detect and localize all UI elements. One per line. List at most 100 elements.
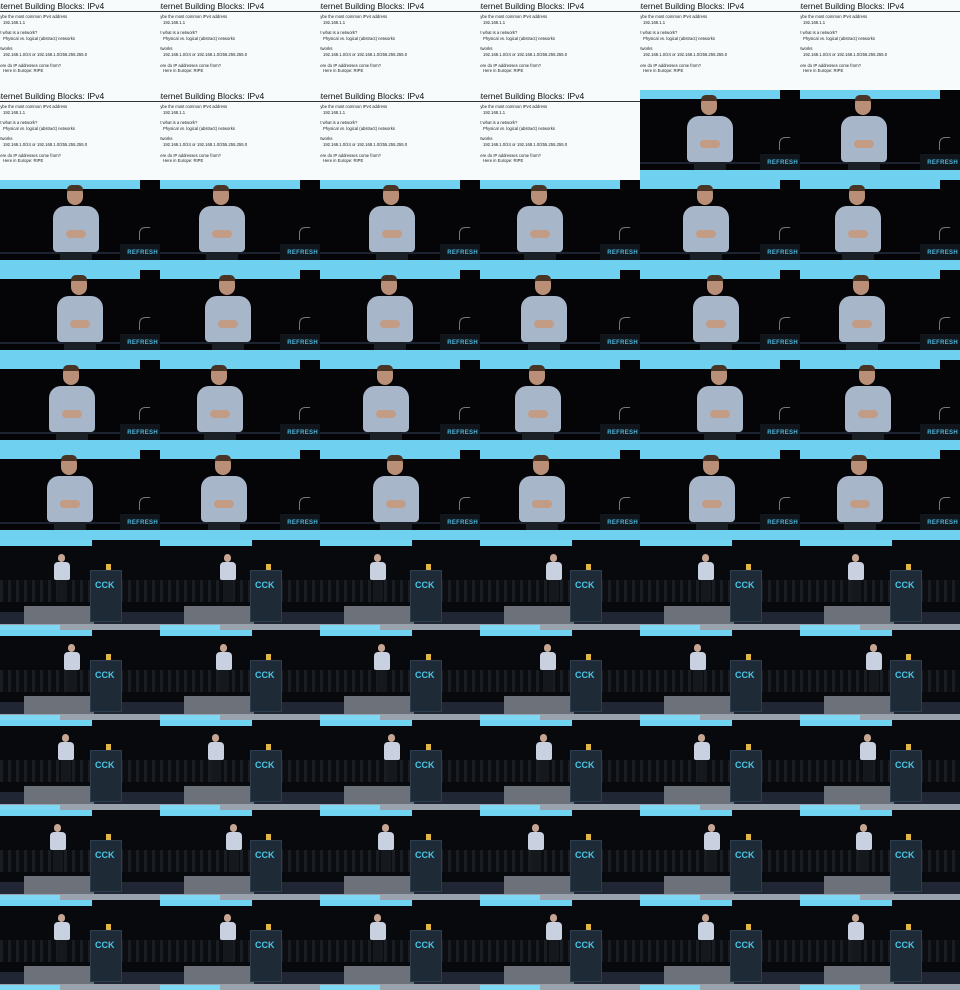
video-frame-wide[interactable]: CCK (800, 810, 960, 900)
screen-band (160, 360, 300, 369)
video-frame-close[interactable]: REFRESH (800, 360, 960, 450)
video-frame-slide[interactable]: nternet Building Blocks: IPv4 aybe the mo… (160, 0, 320, 90)
video-frame-close[interactable]: REFRESH (800, 270, 960, 360)
video-frame-wide[interactable]: CCK (160, 540, 320, 630)
podium-logo: CCK (735, 760, 755, 770)
stage-step (184, 876, 254, 894)
video-frame-slide[interactable]: nternet Building Blocks: IPv4 aybe the mo… (320, 90, 480, 180)
video-frame-wide[interactable]: CCK (640, 630, 800, 720)
lamp-icon (266, 924, 271, 930)
screen-band (640, 360, 780, 369)
podium-logo: CCK (255, 580, 275, 590)
video-frame-wide[interactable]: CCK (320, 630, 480, 720)
video-frame-slide[interactable]: nternet Building Blocks: IPv4 aybe the mo… (480, 90, 640, 180)
screen-band-bottom (0, 260, 160, 270)
podium (250, 750, 282, 802)
video-frame-wide[interactable]: CCK (480, 810, 640, 900)
stage-step (664, 876, 734, 894)
video-frame-close[interactable]: REFRESH (320, 270, 480, 360)
video-frame-close[interactable]: REFRESH (160, 180, 320, 270)
screen-band-bottom (480, 530, 640, 540)
video-frame-wide[interactable]: CCK (320, 810, 480, 900)
video-frame-wide[interactable]: CCK (0, 720, 160, 810)
stage-step (344, 696, 414, 714)
video-frame-slide[interactable]: nternet Building Blocks: IPv4 aybe the mo… (480, 0, 640, 90)
video-frame-wide[interactable]: CCK (0, 630, 160, 720)
video-frame-close[interactable]: REFRESH (160, 450, 320, 540)
podium (600, 244, 640, 260)
video-frame-close[interactable]: REFRESH (800, 180, 960, 270)
video-frame-wide[interactable]: CCK (800, 540, 960, 630)
lamp-icon (746, 564, 751, 570)
screen-band-bottom (480, 440, 640, 450)
video-frame-wide[interactable]: CCK (160, 630, 320, 720)
video-frame-wide[interactable]: CCK (480, 900, 640, 990)
stage-front (160, 984, 320, 990)
video-frame-close[interactable]: REFRESH (640, 180, 800, 270)
video-frame-wide[interactable]: CCK (0, 810, 160, 900)
speaker-head (860, 824, 867, 832)
video-frame-wide[interactable]: CCK (640, 720, 800, 810)
speaker-trousers (842, 252, 874, 260)
speaker (544, 914, 564, 962)
video-frame-wide[interactable]: CCK (320, 540, 480, 630)
video-frame-wide[interactable]: CCK (320, 900, 480, 990)
screen-band (320, 900, 412, 906)
video-frame-wide[interactable]: CCK (640, 900, 800, 990)
speaker-head (698, 734, 705, 742)
video-frame-close[interactable]: REFRESH (480, 450, 640, 540)
video-frame-wide[interactable]: CCK (640, 540, 800, 630)
video-frame-close[interactable]: REFRESH (320, 180, 480, 270)
video-frame-close[interactable]: REFRESH (640, 90, 800, 180)
video-frame-wide[interactable]: CCK (320, 720, 480, 810)
video-frame-wide[interactable]: CCK (0, 540, 160, 630)
speaker (364, 184, 420, 260)
speaker-shirt (546, 562, 562, 580)
video-frame-wide[interactable]: CCK (640, 810, 800, 900)
video-frame-close[interactable]: REFRESH (320, 450, 480, 540)
video-frame-wide[interactable]: CCK (480, 720, 640, 810)
video-frame-wide[interactable]: CCK (800, 630, 960, 720)
speaker (832, 454, 888, 530)
video-frame-wide[interactable]: CCK (480, 540, 640, 630)
video-frame-close[interactable]: REFRESH (0, 360, 160, 450)
video-frame-close[interactable]: REFRESH (320, 360, 480, 450)
speaker-shirt (216, 652, 232, 670)
video-frame-close[interactable]: REFRESH (160, 270, 320, 360)
video-frame-close[interactable]: REFRESH (640, 450, 800, 540)
video-frame-slide[interactable]: nternet Building Blocks: IPv4 aybe the mo… (0, 0, 160, 90)
video-frame-wide[interactable]: CCK (800, 720, 960, 810)
podium-logo: CCK (575, 850, 595, 860)
video-frame-wide[interactable]: CCK (160, 810, 320, 900)
video-frame-slide[interactable]: nternet Building Blocks: IPv4 aybe the mo… (640, 0, 800, 90)
video-frame-close[interactable]: REFRESH (0, 180, 160, 270)
screen-band (640, 450, 780, 459)
video-frame-close[interactable]: REFRESH (480, 360, 640, 450)
podium-logo: CCK (575, 580, 595, 590)
video-frame-wide[interactable]: CCK (800, 900, 960, 990)
video-frame-close[interactable]: REFRESH (0, 450, 160, 540)
video-frame-close[interactable]: REFRESH (800, 90, 960, 180)
stage-front (320, 804, 480, 810)
video-frame-close[interactable]: REFRESH (0, 270, 160, 360)
video-frame-slide[interactable]: nternet Building Blocks: IPv4 aybe the mo… (160, 90, 320, 180)
video-frame-close[interactable]: REFRESH (480, 270, 640, 360)
video-frame-close[interactable]: REFRESH (640, 360, 800, 450)
podium (250, 840, 282, 892)
video-frame-close[interactable]: REFRESH (480, 180, 640, 270)
video-frame-wide[interactable]: CCK (160, 900, 320, 990)
video-frame-slide[interactable]: nternet Building Blocks: IPv4 aybe the mo… (800, 0, 960, 90)
video-frame-close[interactable]: REFRESH (800, 450, 960, 540)
video-frame-close[interactable]: REFRESH (640, 270, 800, 360)
speaker (544, 554, 564, 602)
video-frame-wide[interactable]: CCK (480, 630, 640, 720)
screen-band-bottom (160, 350, 320, 360)
video-frame-wide[interactable]: CCK (160, 720, 320, 810)
video-frame-slide[interactable]: nternet Building Blocks: IPv4 aybe the mo… (320, 0, 480, 90)
speaker-trousers (700, 342, 732, 350)
video-frame-slide[interactable]: nternet Building Blocks: IPv4 aybe the mo… (0, 90, 160, 180)
screen-band-bottom (800, 260, 960, 270)
video-frame-wide[interactable]: CCK (0, 900, 160, 990)
video-frame-close[interactable]: REFRESH (160, 360, 320, 450)
stage-light-strip (480, 625, 540, 630)
